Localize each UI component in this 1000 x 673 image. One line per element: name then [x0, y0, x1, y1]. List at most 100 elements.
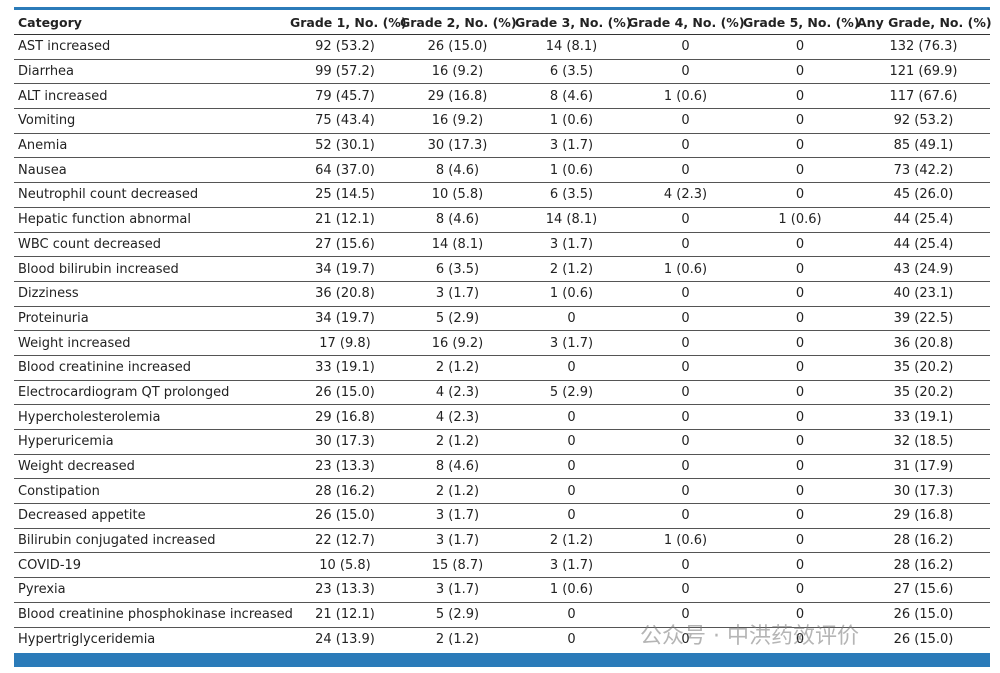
value-cell: 26 (15.0) — [400, 34, 515, 60]
value-cell: 1 (0.6) — [515, 577, 628, 603]
column-header: Grade 3, No. (%) — [515, 14, 632, 30]
value-cell: 29 (16.8) — [400, 83, 515, 109]
value-cell: 0 — [743, 182, 857, 208]
category-cell: COVID-19 — [14, 552, 290, 578]
table-row: Nausea 64 (37.0) 8 (4.6) 1 (0.6) 0 0 73 (42.2) — [14, 157, 990, 183]
table-row: Hyperuricemia 30 (17.3) 2 (1.2) 0 0 0 32 (18.5… — [14, 429, 990, 455]
value-cell: 33 (19.1) — [857, 404, 990, 430]
value-cell: 36 (20.8) — [857, 330, 990, 356]
value-cell: 0 — [628, 577, 743, 603]
value-cell: 0 — [628, 404, 743, 430]
value-cell: 0 — [515, 305, 628, 331]
value-cell: 3 (1.7) — [515, 552, 628, 578]
value-cell: 30 (17.3) — [290, 429, 400, 455]
value-cell: 79 (45.7) — [290, 83, 400, 109]
value-cell: 23 (13.3) — [290, 577, 400, 603]
value-cell: 0 — [743, 429, 857, 455]
value-cell: 44 (25.4) — [857, 206, 990, 232]
table-row: ALT increased 79 (45.7) 29 (16.8) 8 (4.6) 1 … — [14, 83, 990, 109]
category-cell: Weight increased — [14, 330, 290, 356]
value-cell: 0 — [743, 132, 857, 158]
table-row: Pyrexia 23 (13.3) 3 (1.7) 1 (0.6) 0 0 27 (15.6… — [14, 577, 990, 603]
column-header: Category — [18, 14, 82, 30]
value-cell: 0 — [515, 626, 628, 652]
value-cell: 0 — [515, 478, 628, 504]
value-cell: 29 (16.8) — [290, 404, 400, 430]
value-cell: 35 (20.2) — [857, 354, 990, 381]
header-row: Category Grade 1, No. (%) Grade 2, No. (%)… — [14, 8, 992, 35]
value-cell: 3 (1.7) — [515, 231, 628, 257]
category-cell: Blood creatinine increased — [14, 354, 290, 381]
table-row: Proteinuria 34 (19.7) 5 (2.9) 0 0 0 39 (22.5) — [14, 305, 990, 331]
value-cell: 1 (0.6) — [628, 256, 743, 282]
value-cell: 31 (17.9) — [857, 453, 990, 479]
value-cell: 0 — [743, 379, 857, 405]
value-cell: 0 — [515, 354, 628, 381]
category-cell: Hypercholesterolemia — [14, 404, 290, 430]
value-cell: 15 (8.7) — [400, 552, 515, 578]
footer-bar — [14, 653, 990, 667]
value-cell: 5 (2.9) — [400, 601, 515, 627]
category-cell: Proteinuria — [14, 305, 290, 331]
value-cell: 26 (15.0) — [290, 503, 400, 529]
value-cell: 0 — [743, 626, 857, 652]
value-cell: 0 — [743, 231, 857, 257]
value-cell: 21 (12.1) — [290, 601, 400, 627]
value-cell: 0 — [743, 354, 857, 381]
value-cell: 14 (8.1) — [515, 206, 628, 232]
value-cell: 4 (2.3) — [628, 182, 743, 208]
value-cell: 30 (17.3) — [857, 478, 990, 504]
value-cell: 0 — [628, 108, 743, 134]
value-cell: 0 — [515, 601, 628, 627]
value-cell: 28 (16.2) — [290, 478, 400, 504]
value-cell: 64 (37.0) — [290, 157, 400, 183]
value-cell: 0 — [743, 34, 857, 60]
table-row: Decreased appetite 26 (15.0) 3 (1.7) 0 0 0 29 … — [14, 503, 990, 529]
category-cell: WBC count decreased — [14, 231, 290, 257]
value-cell: 24 (13.9) — [290, 626, 400, 652]
value-cell: 32 (18.5) — [857, 429, 990, 455]
category-cell: Nausea — [14, 157, 290, 183]
table-row: Dizziness 36 (20.8) 3 (1.7) 1 (0.6) 0 0 40 (23… — [14, 280, 990, 307]
value-cell: 3 (1.7) — [400, 577, 515, 603]
value-cell: 40 (23.1) — [857, 280, 990, 307]
value-cell: 2 (1.2) — [400, 429, 515, 455]
value-cell: 6 (3.5) — [515, 58, 628, 84]
value-cell: 0 — [743, 256, 857, 282]
value-cell: 3 (1.7) — [400, 503, 515, 529]
value-cell: 33 (19.1) — [290, 354, 400, 381]
value-cell: 2 (1.2) — [400, 478, 515, 504]
value-cell: 0 — [743, 305, 857, 331]
value-cell: 3 (1.7) — [400, 280, 515, 307]
value-cell: 27 (15.6) — [857, 577, 990, 603]
value-cell: 1 (0.6) — [515, 108, 628, 134]
value-cell: 1 (0.6) — [628, 83, 743, 109]
adverse-events-table: Category Grade 1, No. (%) Grade 2, No. (%)… — [14, 7, 992, 652]
value-cell: 0 — [743, 83, 857, 109]
value-cell: 17 (9.8) — [290, 330, 400, 356]
value-cell: 0 — [515, 453, 628, 479]
column-header: Grade 4, No. (%) — [628, 14, 745, 30]
value-cell: 3 (1.7) — [515, 132, 628, 158]
value-cell: 0 — [743, 552, 857, 578]
value-cell: 0 — [628, 132, 743, 158]
table-row: Neutrophil count decreased 25 (14.5) 10 (5… — [14, 182, 990, 208]
category-cell: Decreased appetite — [14, 503, 290, 529]
value-cell: 0 — [743, 453, 857, 479]
table-row: Diarrhea 99 (57.2) 16 (9.2) 6 (3.5) 0 0 121 (6… — [14, 58, 990, 84]
value-cell: 2 (1.2) — [515, 256, 628, 282]
value-cell: 92 (53.2) — [857, 108, 990, 134]
value-cell: 2 (1.2) — [400, 626, 515, 652]
category-cell: Diarrhea — [14, 58, 290, 84]
value-cell: 0 — [628, 379, 743, 405]
category-cell: Dizziness — [14, 280, 290, 307]
value-cell: 0 — [743, 577, 857, 603]
value-cell: 39 (22.5) — [857, 305, 990, 331]
value-cell: 0 — [743, 330, 857, 356]
value-cell: 29 (16.8) — [857, 503, 990, 529]
value-cell: 0 — [628, 453, 743, 479]
table-row: Blood creatinine phosphokinase increased… — [14, 601, 990, 627]
category-cell: AST increased — [14, 34, 290, 60]
table-row: COVID-19 10 (5.8) 15 (8.7) 3 (1.7) 0 0 28 (16.… — [14, 552, 990, 578]
table-body: AST increased 92 (53.2) 26 (15.0) 14 (8.1) 0… — [14, 34, 990, 652]
